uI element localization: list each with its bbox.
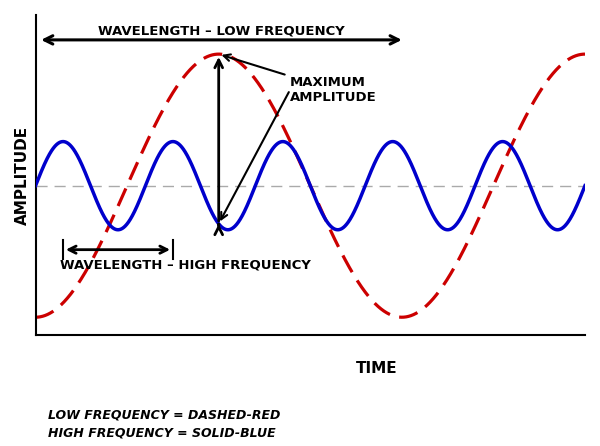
Y-axis label: AMPLITUDE: AMPLITUDE — [15, 125, 30, 225]
Text: HIGH FREQUENCY = SOLID-BLUE: HIGH FREQUENCY = SOLID-BLUE — [48, 426, 275, 439]
Text: LOW FREQUENCY = DASHED-RED: LOW FREQUENCY = DASHED-RED — [48, 409, 280, 421]
Text: TIME: TIME — [355, 361, 397, 376]
Text: WAVELENGTH – HIGH FREQUENCY: WAVELENGTH – HIGH FREQUENCY — [60, 259, 311, 272]
Text: MAXIMUM
AMPLITUDE: MAXIMUM AMPLITUDE — [224, 54, 377, 103]
Text: WAVELENGTH – LOW FREQUENCY: WAVELENGTH – LOW FREQUENCY — [98, 24, 345, 37]
